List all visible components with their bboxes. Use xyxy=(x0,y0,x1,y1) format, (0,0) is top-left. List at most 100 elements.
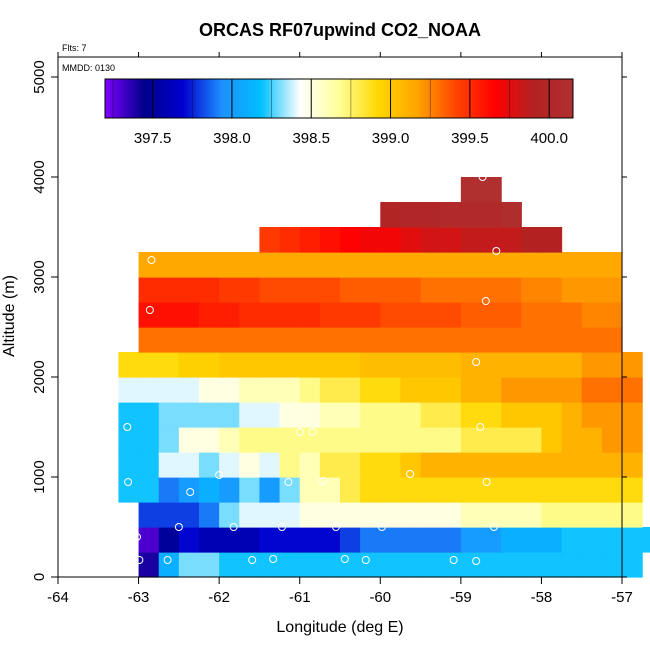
heatmap-cell xyxy=(622,427,643,453)
heatmap-cell xyxy=(521,302,543,328)
heatmap-cell xyxy=(380,277,402,303)
heatmap-cell xyxy=(279,502,301,528)
heatmap-cell xyxy=(581,452,603,478)
heatmap-cell xyxy=(481,402,502,428)
heatmap-cell xyxy=(400,527,422,553)
heatmap-cell xyxy=(622,352,643,378)
colorbar-tick-label: 399.5 xyxy=(451,130,489,147)
heatmap-cell xyxy=(440,202,462,228)
heatmap-cell xyxy=(460,377,482,403)
heatmap-cell xyxy=(279,552,301,578)
heatmap-cell xyxy=(219,552,240,578)
heatmap-cell xyxy=(360,352,381,378)
heatmap-cell xyxy=(541,302,563,328)
heatmap-cell xyxy=(360,302,381,328)
data-point xyxy=(174,523,183,531)
heatmap-cell xyxy=(380,502,402,528)
heatmap-cell xyxy=(158,452,180,478)
heatmap-cell xyxy=(561,252,583,278)
heatmap-cell xyxy=(239,552,261,578)
colorbar-tick-label: 398.5 xyxy=(292,130,330,147)
heatmap-cell xyxy=(380,252,402,278)
x-axis: -64 -63 -62 -61 -60 -59 -58 -57 xyxy=(47,52,633,606)
heatmap-cell xyxy=(239,252,261,278)
data-point xyxy=(145,306,154,314)
heatmap-cell xyxy=(521,277,543,303)
heatmap-cell xyxy=(501,302,522,328)
heatmap-cell xyxy=(178,327,200,353)
heatmap-cell xyxy=(460,502,482,528)
heatmap-cell xyxy=(340,527,361,553)
heatmap-cell xyxy=(440,477,462,503)
x-tick-label: -60 xyxy=(369,589,391,606)
heatmap-cell xyxy=(380,227,402,253)
heatmap-cell xyxy=(481,277,502,303)
heatmap-cell xyxy=(158,327,180,353)
heatmap-cell xyxy=(138,552,160,578)
heatmap-cell xyxy=(440,302,462,328)
heatmap-cell xyxy=(319,277,341,303)
x-tick-label: -62 xyxy=(208,589,230,606)
heatmap-cell xyxy=(118,402,140,428)
heatmap-cell xyxy=(440,327,462,353)
heatmap-cell xyxy=(400,252,422,278)
heatmap-cell xyxy=(259,452,281,478)
heatmap-cell xyxy=(561,377,583,403)
data-point xyxy=(481,297,490,305)
heatmap-cell xyxy=(219,277,240,303)
heatmap-cell xyxy=(319,352,341,378)
heatmap-cell xyxy=(279,377,301,403)
data-point xyxy=(377,523,386,531)
heatmap-cell xyxy=(360,327,381,353)
heatmap-cell xyxy=(561,302,583,328)
heatmap-cell xyxy=(420,252,442,278)
heatmap-cell xyxy=(279,477,301,503)
heatmap-cell xyxy=(521,427,543,453)
data-point xyxy=(476,423,485,431)
heatmap-cell xyxy=(360,377,381,403)
heatmap-cell xyxy=(400,452,422,478)
heatmap-cell xyxy=(541,477,563,503)
x-tick-label: -59 xyxy=(450,589,472,606)
data-point xyxy=(135,556,144,564)
heatmap-cell xyxy=(279,302,301,328)
heatmap-cell xyxy=(420,227,442,253)
heatmap-cell xyxy=(440,427,462,453)
heatmap-cell xyxy=(541,427,563,453)
heatmap-cell xyxy=(501,327,522,353)
heatmap-cell xyxy=(561,277,583,303)
heatmap-cell xyxy=(420,277,442,303)
heatmap-cell xyxy=(481,502,502,528)
heatmap-cell xyxy=(158,552,180,578)
heatmap-cell xyxy=(360,252,381,278)
heatmap-cell xyxy=(601,427,623,453)
heatmap-cell xyxy=(158,402,180,428)
heatmap-cell xyxy=(460,202,482,228)
heatmap-cell xyxy=(440,352,462,378)
data-point xyxy=(248,556,257,564)
heatmap-cell xyxy=(360,427,381,453)
heatmap-cell xyxy=(501,552,522,578)
heatmap-cell xyxy=(460,302,482,328)
heatmap-cell xyxy=(199,477,220,503)
heatmap-cell xyxy=(319,302,341,328)
heatmap-cell xyxy=(178,302,200,328)
heatmap-cell xyxy=(259,527,281,553)
heatmap-cell xyxy=(319,477,341,503)
heatmap-cell xyxy=(460,252,482,278)
heatmap-cell xyxy=(561,527,583,553)
heatmap-cell xyxy=(581,527,603,553)
heatmap-cell xyxy=(239,352,261,378)
heatmap-cell xyxy=(400,502,422,528)
heatmap-cell xyxy=(601,552,623,578)
heatmap-cell xyxy=(239,452,261,478)
data-point xyxy=(186,488,195,496)
heatmap-cell xyxy=(380,377,402,403)
heatmap-cell xyxy=(319,427,341,453)
heatmap-cell xyxy=(138,252,160,278)
heatmap-cell xyxy=(259,277,281,303)
heatmap-cell xyxy=(400,402,422,428)
heatmap-cell xyxy=(400,327,422,353)
heatmap-cell xyxy=(541,327,563,353)
heatmap-cell xyxy=(279,277,301,303)
